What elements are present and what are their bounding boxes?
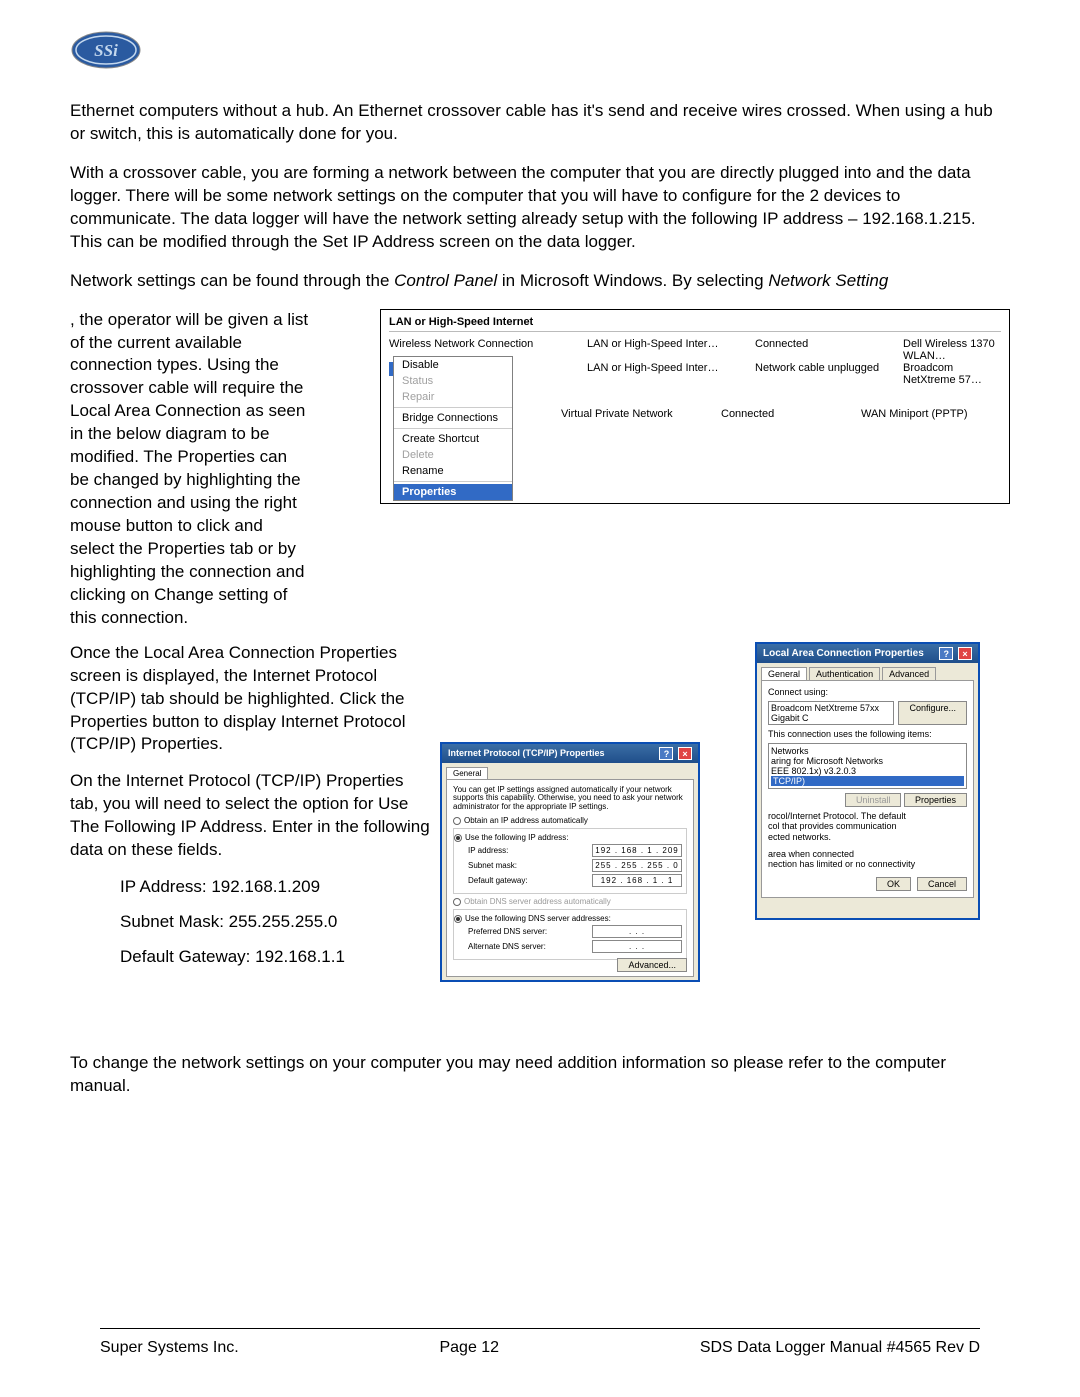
adns-label: Alternate DNS server: xyxy=(468,942,546,951)
paragraph-5: On the Internet Protocol (TCP/IP) Proper… xyxy=(70,770,430,862)
uninstall-button: Uninstall xyxy=(845,793,902,807)
opt-use-dns: Use the following DNS server addresses: xyxy=(465,914,611,923)
lan-header: LAN or High-Speed Internet xyxy=(389,316,1001,332)
lac-uses-label: This connection uses the following items… xyxy=(768,729,967,739)
menu-bridge[interactable]: Bridge Connections xyxy=(394,410,512,426)
lac-properties-dialog: Local Area Connection Properties ? × Gen… xyxy=(755,642,980,920)
close-icon[interactable]: × xyxy=(958,647,972,660)
help-icon[interactable]: ? xyxy=(939,647,953,660)
lac-status: Network cable unplugged xyxy=(755,362,895,386)
menu-sep-3 xyxy=(394,481,512,482)
lac-ok-button[interactable]: OK xyxy=(876,877,911,891)
menu-repair: Repair xyxy=(394,389,512,405)
subnet-label: Subnet mask: xyxy=(468,861,517,870)
tcpip-close-icon[interactable]: × xyxy=(678,747,692,760)
lac-chk1[interactable]: area when connected xyxy=(768,849,967,859)
lac-item-3[interactable]: EEE 802.1x) v3.2.0.3 xyxy=(771,766,964,776)
para3-pre: Network settings can be found through th… xyxy=(70,271,394,290)
vpn-status: Connected xyxy=(721,408,861,420)
menu-rename[interactable]: Rename xyxy=(394,463,512,479)
menu-properties[interactable]: Properties xyxy=(394,484,512,500)
lac-desc-1: rocol/Internet Protocol. The default xyxy=(768,811,967,822)
network-setting-term: Network Setting xyxy=(768,271,888,290)
vpn-device: WAN Miniport (PPTP) xyxy=(861,408,1001,420)
network-connections-screenshot: LAN or High-Speed Internet Wireless Netw… xyxy=(380,309,1010,504)
lac-device: Broadcom NetXtreme 57… xyxy=(903,362,1001,386)
lac-cancel-button[interactable]: Cancel xyxy=(917,877,967,891)
radio-use-dns[interactable] xyxy=(454,915,462,923)
menu-status: Status xyxy=(394,373,512,389)
opt-use-ip: Use the following IP address: xyxy=(465,833,568,842)
paragraph-2: With a crossover cable, you are forming … xyxy=(70,162,1010,254)
footer-right: SDS Data Logger Manual #4565 Rev D xyxy=(700,1339,980,1357)
wireless-type: LAN or High-Speed Inter… xyxy=(587,338,747,362)
lac-title-text: Local Area Connection Properties xyxy=(763,648,924,659)
gateway-value-text: Default Gateway: 192.168.1.1 xyxy=(120,946,430,969)
wrap-text-left: , the operator will be given a list of t… xyxy=(70,309,310,630)
wireless-status: Connected xyxy=(755,338,895,362)
adns-input[interactable]: . . . xyxy=(592,940,682,953)
context-menu: Disable Status Repair Bridge Connections… xyxy=(393,356,513,501)
paragraph-4: Once the Local Area Connection Propertie… xyxy=(70,642,430,757)
lac-items-listbox[interactable]: Networks aring for Microsoft Networks EE… xyxy=(768,743,967,789)
gw-input[interactable]: 192 . 168 . 1 . 1 xyxy=(592,874,682,887)
lac-connect-using-label: Connect using: xyxy=(768,687,967,697)
lac-item-tcpip[interactable]: TCP/IP) xyxy=(771,776,964,786)
tcpip-properties-dialog: Internet Protocol (TCP/IP) Properties ? … xyxy=(440,742,700,982)
lac-type: LAN or High-Speed Inter… xyxy=(587,362,747,386)
ip-input[interactable]: 192 . 168 . 1 . 209 xyxy=(592,844,682,857)
paragraph-1: Ethernet computers without a hub. An Eth… xyxy=(70,100,1010,146)
wireless-device: Dell Wireless 1370 WLAN… xyxy=(903,338,1001,362)
svg-text:SSi: SSi xyxy=(94,41,118,60)
configure-button[interactable]: Configure... xyxy=(898,701,967,725)
menu-delete: Delete xyxy=(394,447,512,463)
radio-obtain-ip[interactable] xyxy=(453,817,461,825)
properties-button[interactable]: Properties xyxy=(904,793,967,807)
tcpip-blurb: You can get IP settings assigned automat… xyxy=(453,786,687,812)
lac-item-2[interactable]: aring for Microsoft Networks xyxy=(771,756,964,766)
tab-general[interactable]: General xyxy=(761,667,807,680)
tcpip-tab-general[interactable]: General xyxy=(446,767,488,779)
menu-disable[interactable]: Disable xyxy=(394,357,512,373)
page-footer: Super Systems Inc. Page 12 SDS Data Logg… xyxy=(100,1328,980,1357)
subnet-input[interactable]: 255 . 255 . 255 . 0 xyxy=(592,859,682,872)
radio-use-ip[interactable] xyxy=(454,834,462,842)
lac-chk2[interactable]: nection has limited or no connectivity xyxy=(768,859,967,869)
paragraph-3: Network settings can be found through th… xyxy=(70,270,1010,293)
radio-obtain-dns xyxy=(453,898,461,906)
lac-adapter-field: Broadcom NetXtreme 57xx Gigabit C xyxy=(768,701,894,725)
pdns-label: Preferred DNS server: xyxy=(468,927,547,936)
subnet-value-text: Subnet Mask: 255.255.255.0 xyxy=(120,911,430,934)
opt-obtain-dns: Obtain DNS server address automatically xyxy=(464,897,611,906)
vpn-type: Virtual Private Network xyxy=(561,408,721,420)
footer-left: Super Systems Inc. xyxy=(100,1339,239,1357)
ip-value-text: IP Address: 192.168.1.209 xyxy=(120,876,430,899)
tcpip-help-icon[interactable]: ? xyxy=(659,747,673,760)
tcpip-title-text: Internet Protocol (TCP/IP) Properties xyxy=(448,748,605,758)
para3-mid: in Microsoft Windows. By selecting xyxy=(497,271,768,290)
gw-label: Default gateway: xyxy=(468,876,528,885)
ip-label: IP address: xyxy=(468,846,508,855)
advanced-button[interactable]: Advanced... xyxy=(617,958,687,972)
lac-desc-2: col that provides communication xyxy=(768,821,967,832)
menu-sep-1 xyxy=(394,407,512,408)
control-panel-term: Control Panel xyxy=(394,271,497,290)
pdns-input[interactable]: . . . xyxy=(592,925,682,938)
opt-obtain-ip: Obtain an IP address automatically xyxy=(464,816,588,825)
tab-authentication[interactable]: Authentication xyxy=(809,667,880,680)
menu-sep-2 xyxy=(394,428,512,429)
menu-create-shortcut[interactable]: Create Shortcut xyxy=(394,431,512,447)
lac-item-1[interactable]: Networks xyxy=(771,746,964,756)
closing-paragraph: To change the network settings on your c… xyxy=(70,1052,1010,1098)
lac-desc-3: ected networks. xyxy=(768,832,967,843)
tab-advanced[interactable]: Advanced xyxy=(882,667,936,680)
footer-center: Page 12 xyxy=(439,1339,499,1357)
ssi-logo: SSi xyxy=(70,30,142,70)
